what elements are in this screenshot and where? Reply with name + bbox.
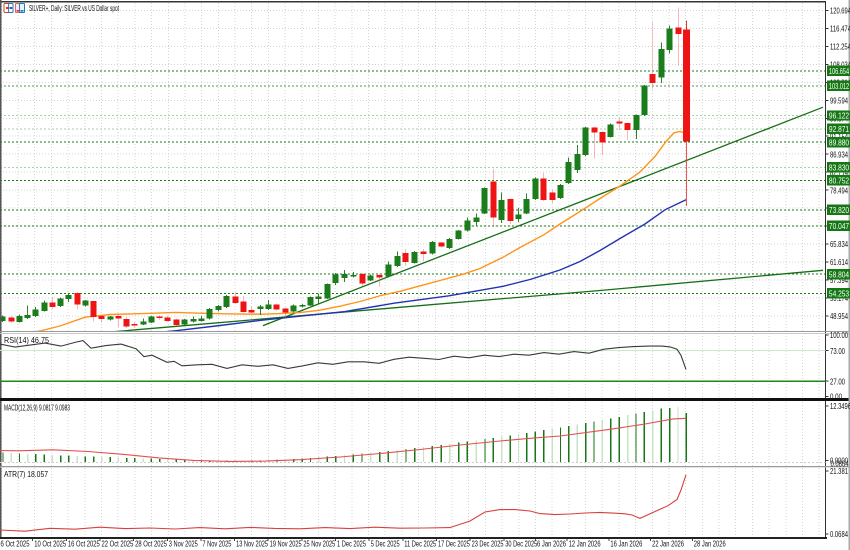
svg-text:19 Nov 2025: 19 Nov 2025 [270,540,302,549]
svg-text:112.254: 112.254 [830,42,850,52]
svg-text:27.00: 27.00 [830,376,845,386]
svg-text:96.122: 96.122 [829,111,849,121]
svg-text:7 Nov 2025: 7 Nov 2025 [202,540,231,549]
svg-text:120.694: 120.694 [830,6,850,16]
svg-text:73.00: 73.00 [830,346,845,356]
svg-text:73.820: 73.820 [829,205,849,215]
svg-text:10 Oct 2025: 10 Oct 2025 [34,540,66,549]
svg-text:116.474: 116.474 [830,24,850,34]
svg-text:58.804: 58.804 [829,269,849,279]
svg-text:21.381: 21.381 [830,466,848,476]
svg-text:108.034: 108.034 [830,59,850,69]
svg-text:SILVER+, Daily: SILVER vs US: SILVER+, Daily: SILVER vs US Dollar spot [29,3,119,13]
svg-text:23 Dec 2025: 23 Dec 2025 [472,540,504,549]
svg-text:0.0000: 0.0000 [830,456,848,466]
svg-text:RSI(14) 46.75: RSI(14) 46.75 [4,335,49,345]
svg-text:0.0864: 0.0864 [831,459,849,469]
svg-text:70.047: 70.047 [829,221,849,231]
svg-text:61.614: 61.614 [830,257,848,267]
svg-text:16 Oct 2025: 16 Oct 2025 [68,540,100,549]
svg-text:0.00: 0.00 [830,391,842,401]
svg-text:16 Jan 2026: 16 Jan 2026 [610,540,642,549]
svg-text:100.00: 100.00 [830,330,848,340]
svg-text:13 Nov 2025: 13 Nov 2025 [236,540,268,549]
svg-text:MACD(12,26,9) 9.0817 9.0983: MACD(12,26,9) 9.0817 9.0983 [4,403,70,413]
svg-text:86.934: 86.934 [830,149,848,159]
svg-text:11 Dec 2025: 11 Dec 2025 [404,540,436,549]
svg-text:30 Dec 2025: 30 Dec 2025 [505,540,537,549]
svg-text:22 Jan 2026: 22 Jan 2026 [652,540,684,549]
svg-text:78.494: 78.494 [830,185,848,195]
svg-text:28 Jan 2026: 28 Jan 2026 [694,540,726,549]
svg-text:65.834: 65.834 [830,239,848,249]
svg-text:22 Oct 2025: 22 Oct 2025 [102,540,134,549]
svg-text:ATR(7) 18.057: ATR(7) 18.057 [4,469,48,479]
svg-text:5 Dec 2025: 5 Dec 2025 [371,540,400,549]
svg-text:57.394: 57.394 [830,275,848,285]
svg-text:12.3496: 12.3496 [830,401,850,411]
svg-text:89.880: 89.880 [829,137,849,147]
svg-text:91.154: 91.154 [830,131,848,141]
svg-text:48.954: 48.954 [830,311,848,321]
svg-text:3 Nov 2025: 3 Nov 2025 [169,540,198,549]
svg-text:54.253: 54.253 [829,289,849,299]
svg-text:12 Jan 2026: 12 Jan 2026 [569,540,601,549]
svg-text:106.654: 106.654 [829,66,849,76]
svg-text:83.830: 83.830 [829,163,849,173]
svg-text:17 Dec 2025: 17 Dec 2025 [438,540,470,549]
svg-text:28 Oct 2025: 28 Oct 2025 [135,540,167,549]
svg-text:1 Dec 2025: 1 Dec 2025 [337,540,366,549]
svg-text:92.871: 92.871 [829,124,849,134]
svg-text:25 Nov 2025: 25 Nov 2025 [303,540,335,549]
svg-text:99.594: 99.594 [830,95,848,105]
svg-text:0.0684: 0.0684 [830,529,848,539]
svg-text:6 Jan 2026: 6 Jan 2026 [537,540,566,549]
svg-text:80.752: 80.752 [829,176,849,186]
svg-text:103.012: 103.012 [829,81,849,91]
svg-text:6 Oct 2025: 6 Oct 2025 [1,540,30,549]
